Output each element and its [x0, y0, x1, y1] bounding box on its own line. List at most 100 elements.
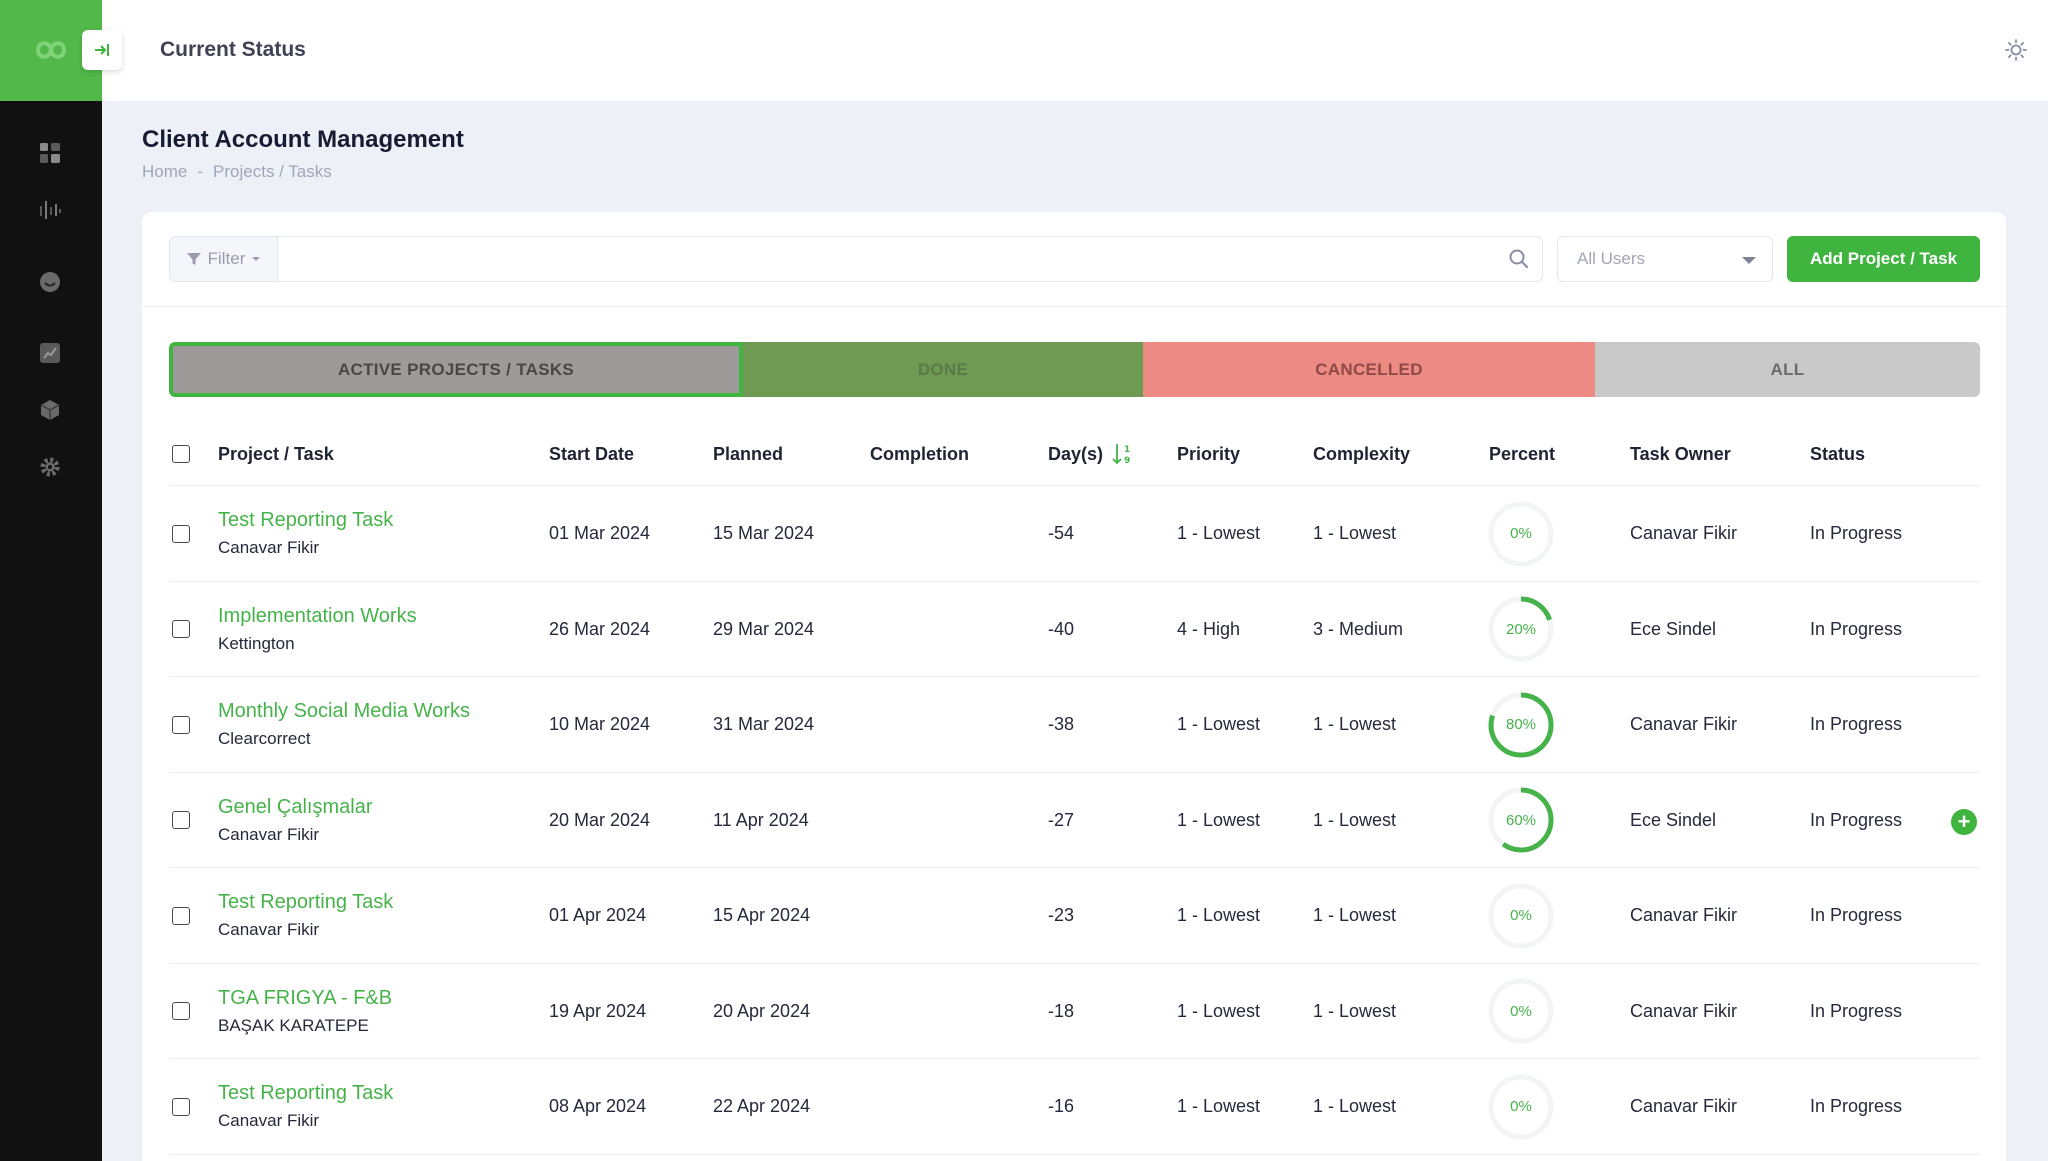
tab-all[interactable]: ALL	[1595, 342, 1980, 397]
chart-icon[interactable]	[36, 339, 64, 367]
task-cell: Implementation Works Kettington	[218, 582, 417, 677]
table-row[interactable]: TGA FRIGYA - F&B BAŞAK KARATEPE 19 Apr 202…	[169, 964, 1980, 1059]
col-planned[interactable]: Planned	[713, 443, 784, 464]
days-value: -16	[1048, 1096, 1075, 1116]
col-priority[interactable]: Priority	[1177, 443, 1241, 464]
task-owner: Ece Sindel	[1630, 809, 1717, 830]
start-date: 19 Apr 2024	[549, 1000, 647, 1021]
add-subtask-button[interactable]: +	[1951, 808, 1977, 835]
row-checkbox-cell	[172, 582, 190, 677]
row-checkbox[interactable]	[172, 620, 190, 638]
search-icon[interactable]	[1508, 248, 1530, 270]
sidebar-toggle-button[interactable]	[82, 30, 122, 70]
col-complexity[interactable]: Complexity	[1313, 443, 1411, 464]
percent-cell: 0%	[1487, 486, 1555, 581]
complexity-value: 1 - Lowest	[1313, 523, 1397, 543]
complexity-value: 1 - Lowest	[1313, 905, 1397, 925]
logo[interactable]	[26, 35, 76, 65]
chevron-down-icon	[1742, 257, 1756, 264]
select-all-checkbox[interactable]	[172, 445, 190, 463]
sidebar	[0, 0, 102, 1161]
task-name-link[interactable]: Genel Çalışmalar	[218, 795, 373, 818]
col-start-date[interactable]: Start Date	[549, 443, 635, 464]
col-owner[interactable]: Task Owner	[1630, 443, 1731, 464]
row-checkbox[interactable]	[172, 524, 190, 543]
col-status[interactable]: Status	[1810, 443, 1866, 464]
row-checkbox[interactable]	[172, 1002, 190, 1020]
progress-ring: 0%	[1487, 977, 1555, 1045]
table-row[interactable]: Implementation Works Kettington 26 Mar 202…	[169, 582, 1980, 677]
toolbar: Filter All Users Add Project / Task	[169, 236, 1981, 282]
days-value: -54	[1048, 523, 1075, 543]
smile-icon[interactable]	[36, 268, 64, 296]
task-cell: Test Reporting Task Canavar Fikir	[218, 868, 393, 963]
task-name-link[interactable]: TGA FRIGYA - F&B	[218, 986, 393, 1009]
tab-active[interactable]: ACTIVE PROJECTS / TASKS	[169, 342, 743, 397]
col-completion[interactable]: Completion	[870, 443, 969, 464]
complexity-value: 1 - Lowest	[1313, 809, 1397, 830]
box-icon[interactable]	[36, 396, 64, 424]
table-header: Project / Task Start Date Planned Comple…	[169, 422, 1980, 486]
days-value: -40	[1048, 618, 1075, 639]
search-bar[interactable]: Filter	[169, 236, 1543, 282]
row-checkbox-cell	[172, 486, 190, 581]
priority-value: 1 - Lowest	[1177, 809, 1261, 830]
priority-value: 4 - High	[1177, 618, 1241, 639]
planned-date: 22 Apr 2024	[713, 1096, 811, 1116]
task-name-link[interactable]: Monthly Social Media Works	[218, 700, 470, 722]
percent-label: 0%	[1510, 907, 1532, 924]
tab-cancelled[interactable]: CANCELLED	[1143, 342, 1595, 397]
percent-label: 0%	[1510, 1002, 1532, 1020]
table-row[interactable]: Test Reporting Task Canavar Fikir 01 Apr 2…	[169, 868, 1980, 964]
filter-button[interactable]: Filter	[170, 237, 278, 281]
table-row[interactable]: Genel Çalışmalar Canavar Fikir 20 Mar 2024…	[169, 773, 1980, 868]
task-cell: TGA FRIGYA - F&B BAŞAK KARATEPE	[218, 964, 392, 1059]
breadcrumb: Home - Projects / Tasks	[142, 162, 332, 182]
percent-cell: 0%	[1487, 964, 1555, 1059]
settings-icon[interactable]	[36, 453, 64, 481]
priority-value: 1 - Lowest	[1177, 1096, 1261, 1116]
task-client: Canavar Fikir	[218, 824, 320, 844]
theme-toggle-icon[interactable]	[2002, 36, 2030, 64]
add-project-button[interactable]: Add Project / Task	[1787, 236, 1980, 282]
svg-text:1: 1	[1124, 445, 1130, 455]
page-title: Client Account Management	[142, 126, 464, 153]
row-checkbox-cell	[172, 868, 190, 963]
table-row[interactable]: Monthly Social Media Works Clearcorrect 10…	[169, 677, 1980, 773]
table-row[interactable]: Test Reporting Task Canavar Fikir 08 Apr 2…	[169, 1059, 1980, 1155]
complexity-value: 1 - Lowest	[1313, 1000, 1397, 1021]
col-percent[interactable]: Percent	[1489, 443, 1556, 464]
task-client: Canavar Fikir	[218, 920, 320, 939]
start-date: 01 Apr 2024	[549, 905, 647, 925]
priority-value: 1 - Lowest	[1177, 523, 1261, 543]
row-checkbox-cell	[172, 1059, 190, 1154]
row-checkbox[interactable]	[172, 1097, 190, 1116]
priority-value: 1 - Lowest	[1177, 1000, 1261, 1021]
dashboard-icon[interactable]	[36, 139, 64, 167]
user-select-value: All Users	[1577, 249, 1646, 268]
tab-done[interactable]: DONE	[743, 342, 1143, 397]
task-cell: Genel Çalışmalar Canavar Fikir	[218, 773, 373, 868]
task-owner: Canavar Fikir	[1630, 1096, 1738, 1116]
task-owner: Canavar Fikir	[1630, 523, 1738, 543]
table-row[interactable]: Test Reporting Task Canavar Fikir 01 Mar 2…	[169, 486, 1980, 582]
analytics-icon[interactable]	[36, 196, 64, 224]
task-name-link[interactable]: Test Reporting Task	[218, 509, 394, 531]
task-name-link[interactable]: Implementation Works	[218, 604, 417, 627]
task-name-link[interactable]: Test Reporting Task	[218, 1082, 394, 1104]
progress-ring: 80%	[1487, 691, 1555, 759]
col-project[interactable]: Project / Task	[218, 443, 334, 464]
task-name-link[interactable]: Test Reporting Task	[218, 891, 394, 913]
breadcrumb-home[interactable]: Home	[142, 162, 188, 181]
caret-down-icon	[252, 257, 261, 261]
row-checkbox-cell	[172, 773, 190, 868]
task-client: BAŞAK KARATEPE	[218, 1015, 369, 1035]
row-checkbox[interactable]	[172, 715, 190, 734]
task-owner: Ece Sindel	[1630, 618, 1717, 639]
user-select[interactable]: All Users	[1557, 236, 1773, 282]
row-checkbox[interactable]	[172, 811, 190, 829]
row-checkbox[interactable]	[172, 906, 190, 925]
complexity-value: 3 - Medium	[1313, 618, 1404, 639]
percent-label: 20%	[1505, 620, 1537, 638]
